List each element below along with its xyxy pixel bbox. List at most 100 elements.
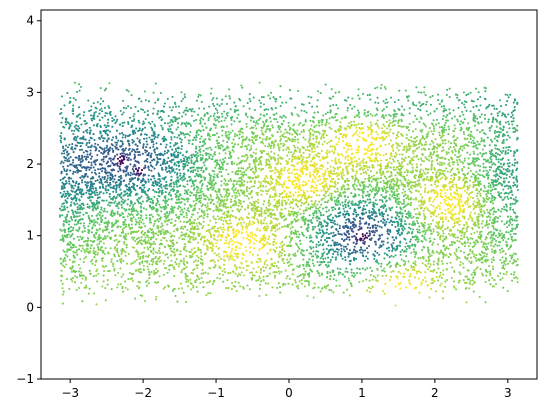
scatter-point xyxy=(172,243,175,246)
scatter-point xyxy=(390,180,393,183)
scatter-point xyxy=(352,272,355,275)
scatter-point xyxy=(364,234,367,237)
scatter-point xyxy=(404,245,407,248)
scatter-point xyxy=(84,183,87,186)
scatter-point xyxy=(99,132,102,135)
scatter-point xyxy=(363,153,366,156)
scatter-point xyxy=(84,276,87,279)
scatter-point xyxy=(218,104,221,107)
scatter-point xyxy=(481,155,484,158)
scatter-point xyxy=(430,188,433,192)
scatter-point xyxy=(208,172,211,175)
scatter-point xyxy=(463,157,466,160)
scatter-point xyxy=(94,142,97,145)
scatter-point xyxy=(62,260,65,263)
scatter-point xyxy=(82,207,85,210)
scatter-point xyxy=(333,148,337,151)
scatter-point xyxy=(293,187,296,190)
scatter-point xyxy=(102,242,105,245)
scatter-point xyxy=(96,115,99,118)
scatter-point xyxy=(218,272,221,276)
scatter-point xyxy=(78,270,81,273)
scatter-point xyxy=(305,249,308,252)
scatter-point xyxy=(139,186,142,189)
scatter-point xyxy=(170,218,173,221)
scatter-point xyxy=(396,277,399,280)
scatter-point xyxy=(202,220,205,223)
scatter-point xyxy=(341,171,344,174)
scatter-point xyxy=(98,196,101,199)
scatter-point xyxy=(229,222,232,225)
scatter-point xyxy=(331,180,334,183)
scatter-point xyxy=(429,103,432,106)
scatter-point xyxy=(134,176,137,179)
scatter-point xyxy=(388,256,391,259)
scatter-point xyxy=(255,234,258,238)
scatter-point xyxy=(399,240,402,243)
scatter-point xyxy=(242,175,245,178)
scatter-point xyxy=(231,149,234,152)
scatter-point xyxy=(357,213,360,216)
scatter-point xyxy=(302,189,305,192)
scatter-point xyxy=(129,171,132,174)
scatter-point xyxy=(113,155,117,158)
scatter-point xyxy=(76,141,79,144)
scatter-point xyxy=(172,266,175,269)
scatter-point xyxy=(447,147,451,151)
scatter-point xyxy=(447,247,450,250)
scatter-point xyxy=(61,236,64,239)
scatter-point xyxy=(106,235,109,238)
scatter-point xyxy=(434,290,438,293)
scatter-point xyxy=(303,280,307,283)
scatter-point xyxy=(282,119,285,123)
scatter-point xyxy=(158,255,161,258)
scatter-point xyxy=(429,153,433,156)
scatter-point xyxy=(357,145,360,148)
scatter-point xyxy=(173,248,176,251)
scatter-point xyxy=(417,257,420,260)
scatter-point xyxy=(385,221,388,224)
scatter-point xyxy=(154,281,157,284)
scatter-point xyxy=(487,120,490,123)
scatter-point xyxy=(189,241,192,244)
scatter-point xyxy=(427,159,431,162)
scatter-point xyxy=(346,106,349,110)
scatter-point xyxy=(93,204,96,207)
scatter-point xyxy=(412,140,415,143)
scatter-point xyxy=(196,217,199,220)
scatter-point xyxy=(266,176,269,179)
scatter-point xyxy=(193,184,196,187)
scatter-point xyxy=(459,250,462,253)
scatter-point xyxy=(241,139,244,142)
scatter-point xyxy=(62,290,65,293)
scatter-point xyxy=(113,253,116,256)
scatter-point xyxy=(266,190,269,193)
scatter-point xyxy=(134,223,137,226)
scatter-point xyxy=(418,204,421,207)
scatter-point xyxy=(93,138,96,142)
scatter-point xyxy=(192,194,195,197)
scatter-point xyxy=(487,192,490,195)
scatter-point xyxy=(150,169,153,172)
scatter-point xyxy=(151,199,154,202)
scatter-point xyxy=(152,145,155,148)
scatter-point xyxy=(505,146,508,149)
scatter-point xyxy=(299,122,302,125)
scatter-point xyxy=(255,127,258,130)
scatter-point xyxy=(179,206,182,209)
scatter-point xyxy=(84,149,88,152)
scatter-point xyxy=(371,147,374,150)
scatter-point xyxy=(252,159,255,162)
scatter-point xyxy=(332,291,335,294)
scatter-point xyxy=(269,120,272,123)
scatter-point xyxy=(316,260,319,263)
scatter-point xyxy=(163,150,166,153)
scatter-point xyxy=(401,202,404,205)
scatter-point xyxy=(407,142,410,146)
scatter-point xyxy=(277,253,280,256)
scatter-point xyxy=(150,231,153,234)
scatter-point xyxy=(392,144,395,147)
scatter-point xyxy=(90,105,93,108)
scatter-point xyxy=(406,174,409,177)
scatter-point xyxy=(97,200,101,204)
